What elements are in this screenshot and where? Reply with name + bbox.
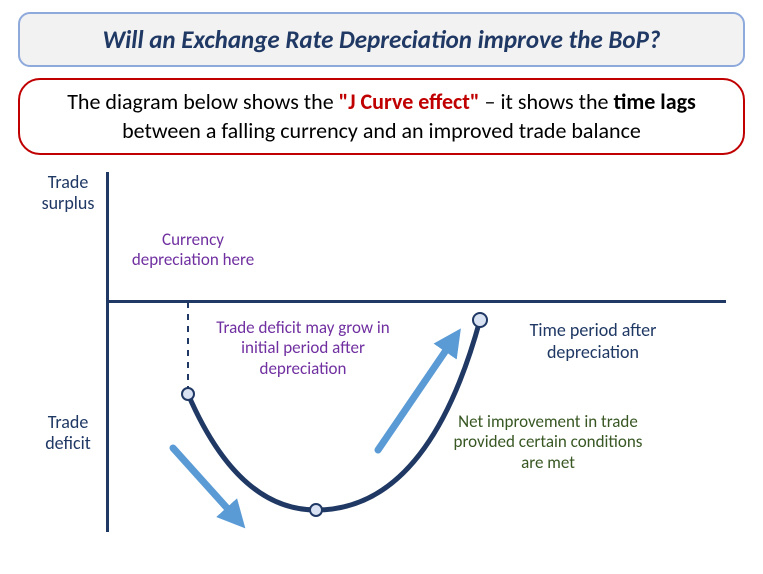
subtitle-middle: – it shows the <box>480 88 614 115</box>
j-curve-chart: Trade surplus Trade deficit Currency dep… <box>18 160 745 560</box>
subtitle-box: The diagram below shows the "J Curve eff… <box>18 78 745 155</box>
y-label-surplus: Trade surplus <box>32 172 104 213</box>
annotation-depreciation-here: Currency depreciation here <box>128 230 258 271</box>
annotation-net-improvement: Net improvement in trade provided certai… <box>448 412 648 473</box>
page-title: Will an Exchange Rate Depreciation impro… <box>103 24 661 55</box>
annotation-time-period: Time period after depreciation <box>498 320 688 363</box>
subtitle-suffix: between a falling currency and an improv… <box>122 117 641 144</box>
subtitle-prefix: The diagram below shows the <box>67 88 338 115</box>
page-title-box: Will an Exchange Rate Depreciation impro… <box>18 12 745 67</box>
subtitle-highlight: "J Curve effect" <box>339 88 480 115</box>
x-axis <box>106 300 726 303</box>
subtitle-bold2: time lags <box>613 88 695 115</box>
y-axis <box>106 172 109 532</box>
y-label-deficit: Trade deficit <box>32 412 104 453</box>
annotation-initial-deficit: Trade deficit may grow in initial period… <box>208 318 398 379</box>
